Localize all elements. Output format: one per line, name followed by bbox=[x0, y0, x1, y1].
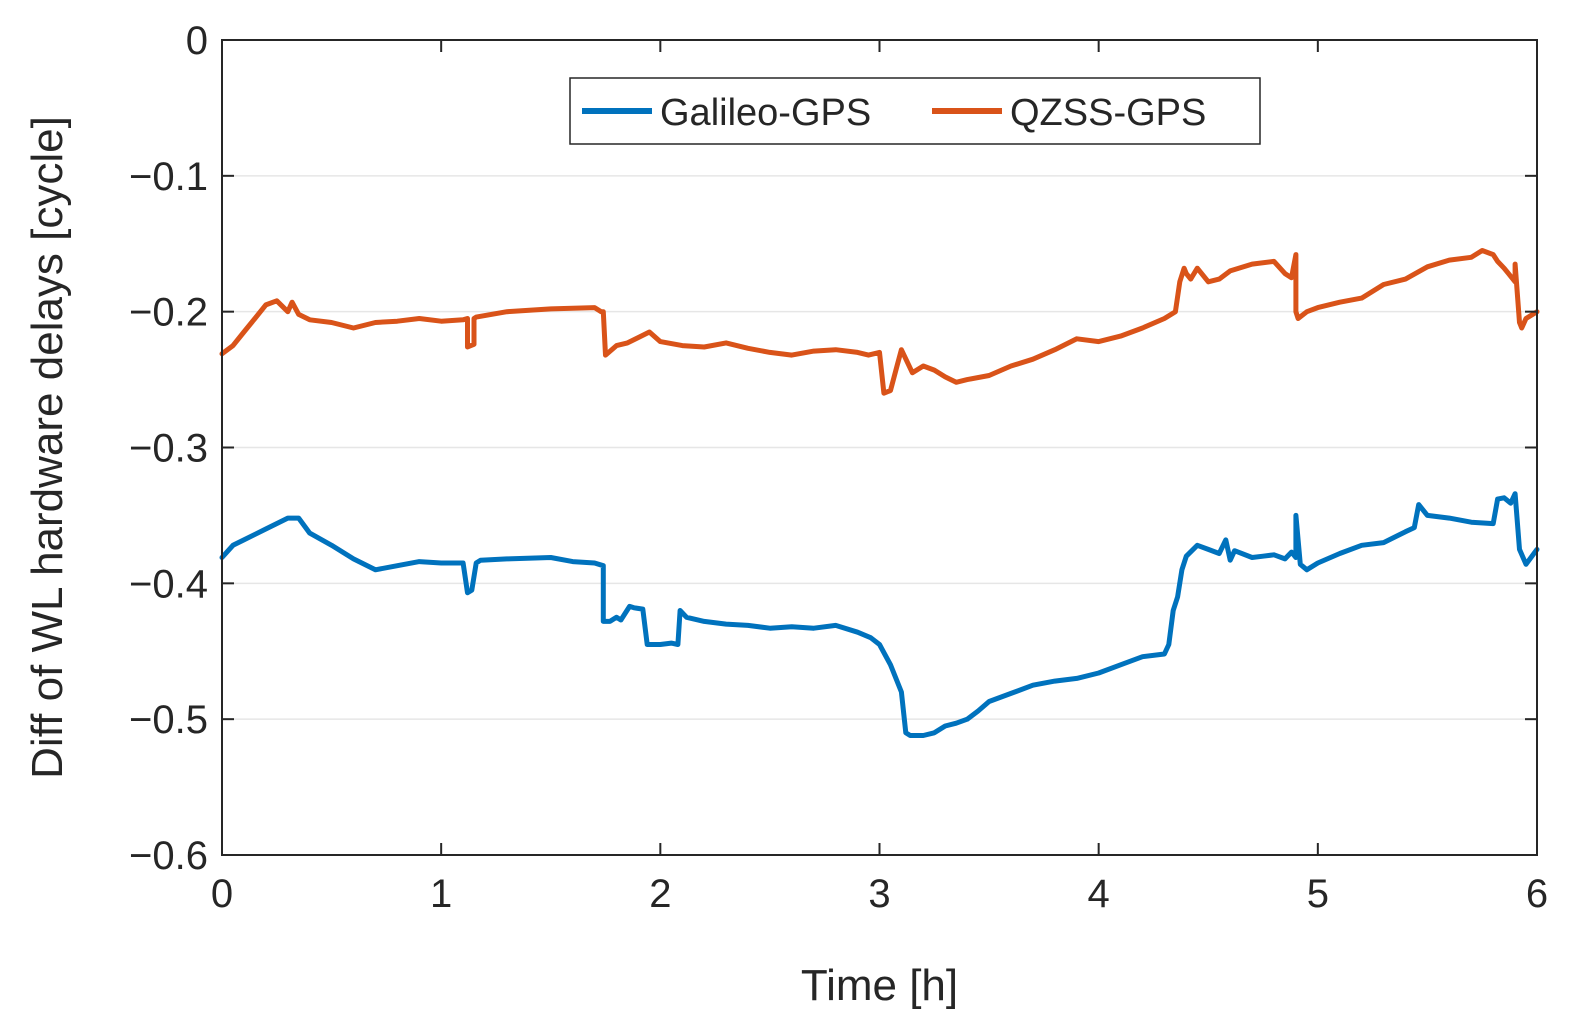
y-tick-label: 0 bbox=[186, 19, 208, 63]
y-tick-label: −0.4 bbox=[129, 562, 208, 606]
x-tick-label: 4 bbox=[1088, 872, 1110, 916]
x-tick-label: 6 bbox=[1526, 872, 1548, 916]
series-line-galileo-gps bbox=[219, 491, 1540, 738]
legend: Galileo-GPS QZSS-GPS bbox=[569, 77, 1261, 145]
x-tick-label: 1 bbox=[430, 872, 452, 916]
gridlines bbox=[222, 175, 1537, 720]
y-tick-label: −0.3 bbox=[129, 427, 208, 471]
y-axis-title: Diff of WL hardware delays [cycle] bbox=[23, 116, 72, 779]
axis-ticks bbox=[221, 39, 1538, 856]
x-axis-title: Time [h] bbox=[801, 961, 958, 1010]
series-lines bbox=[219, 248, 1540, 738]
y-tick-label: −0.2 bbox=[129, 291, 208, 335]
legend-box bbox=[569, 77, 1261, 145]
x-tick-label: 0 bbox=[211, 872, 233, 916]
y-tick-label: −0.6 bbox=[129, 834, 208, 878]
x-tick-label: 3 bbox=[868, 872, 890, 916]
tick-labels: 0−0.1−0.2−0.3−0.4−0.5−0.60 1 2 3 4 5 6 bbox=[129, 19, 1548, 916]
series-line-qzss-gps bbox=[219, 248, 1540, 396]
x-tick-label: 2 bbox=[649, 872, 671, 916]
x-tick-label: 5 bbox=[1307, 872, 1329, 916]
y-tick-label: −0.1 bbox=[129, 155, 208, 199]
y-tick-label: −0.5 bbox=[129, 698, 208, 742]
legend-label-galileo-gps: Galileo-GPS bbox=[660, 92, 871, 134]
legend-label-qzss-gps: QZSS-GPS bbox=[1010, 92, 1206, 134]
